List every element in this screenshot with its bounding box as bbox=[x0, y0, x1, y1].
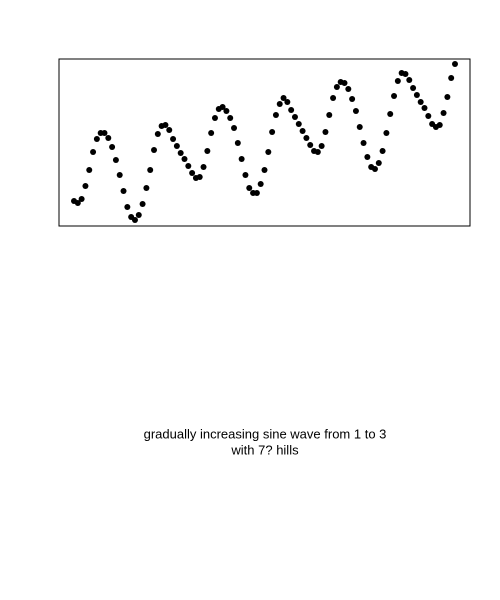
point bbox=[307, 142, 314, 148]
point bbox=[93, 136, 100, 142]
point bbox=[231, 125, 238, 131]
point bbox=[135, 212, 142, 218]
point bbox=[173, 143, 180, 149]
point bbox=[379, 148, 386, 154]
point bbox=[139, 201, 146, 207]
point bbox=[181, 156, 188, 162]
point bbox=[421, 105, 428, 111]
point bbox=[185, 163, 192, 169]
point bbox=[90, 149, 97, 155]
point bbox=[410, 85, 417, 91]
point bbox=[284, 99, 291, 105]
point bbox=[303, 135, 310, 141]
point bbox=[151, 147, 158, 153]
point bbox=[208, 130, 215, 136]
point bbox=[116, 172, 123, 178]
point bbox=[124, 204, 131, 210]
point bbox=[326, 112, 333, 118]
point bbox=[177, 150, 184, 156]
point bbox=[238, 156, 245, 162]
point bbox=[425, 113, 432, 119]
point bbox=[413, 92, 420, 98]
point bbox=[352, 108, 359, 114]
point bbox=[242, 172, 249, 178]
point bbox=[147, 167, 154, 173]
point bbox=[112, 157, 119, 163]
point bbox=[371, 166, 378, 172]
point bbox=[120, 188, 127, 194]
point bbox=[204, 148, 211, 154]
point bbox=[82, 183, 89, 189]
point bbox=[105, 135, 112, 141]
point bbox=[74, 200, 81, 206]
point bbox=[109, 144, 116, 150]
point bbox=[170, 136, 177, 142]
point bbox=[444, 94, 451, 100]
point bbox=[78, 196, 85, 202]
point bbox=[333, 84, 340, 90]
point bbox=[356, 124, 363, 130]
point bbox=[322, 129, 329, 135]
point bbox=[360, 140, 367, 146]
point bbox=[269, 129, 276, 135]
point bbox=[101, 130, 108, 136]
point bbox=[406, 77, 413, 83]
point bbox=[440, 110, 447, 116]
point bbox=[291, 114, 298, 120]
point bbox=[162, 122, 169, 128]
point bbox=[253, 190, 260, 196]
point bbox=[219, 104, 226, 110]
point bbox=[364, 154, 371, 160]
point bbox=[200, 164, 207, 170]
point bbox=[299, 128, 306, 134]
point bbox=[417, 99, 424, 105]
point bbox=[436, 122, 443, 128]
point bbox=[280, 95, 287, 101]
point bbox=[166, 127, 173, 133]
point bbox=[394, 78, 401, 84]
point bbox=[143, 185, 150, 191]
point bbox=[349, 96, 356, 102]
point bbox=[211, 115, 218, 121]
point bbox=[131, 217, 138, 223]
point bbox=[295, 121, 302, 127]
point bbox=[375, 160, 382, 166]
point bbox=[383, 130, 390, 136]
point bbox=[341, 80, 348, 86]
point bbox=[86, 167, 93, 173]
point bbox=[314, 149, 321, 155]
point bbox=[261, 167, 268, 173]
point bbox=[318, 143, 325, 149]
point bbox=[387, 111, 394, 117]
point bbox=[246, 185, 253, 191]
point bbox=[272, 112, 279, 118]
point bbox=[234, 140, 241, 146]
point bbox=[189, 170, 196, 176]
point bbox=[196, 174, 203, 180]
point bbox=[451, 61, 458, 67]
caption-line: gradually increasing sine wave from 1 to… bbox=[144, 426, 387, 441]
caption-line: with 7? hills bbox=[230, 442, 299, 457]
point bbox=[257, 181, 264, 187]
point bbox=[154, 131, 161, 137]
point bbox=[223, 108, 230, 114]
point bbox=[227, 115, 234, 121]
point bbox=[276, 101, 283, 107]
plot-frame bbox=[58, 58, 471, 227]
point bbox=[345, 86, 352, 92]
point bbox=[288, 107, 295, 113]
point bbox=[330, 95, 337, 101]
point bbox=[391, 93, 398, 99]
point bbox=[402, 71, 409, 77]
point bbox=[265, 149, 272, 155]
point bbox=[448, 75, 455, 81]
